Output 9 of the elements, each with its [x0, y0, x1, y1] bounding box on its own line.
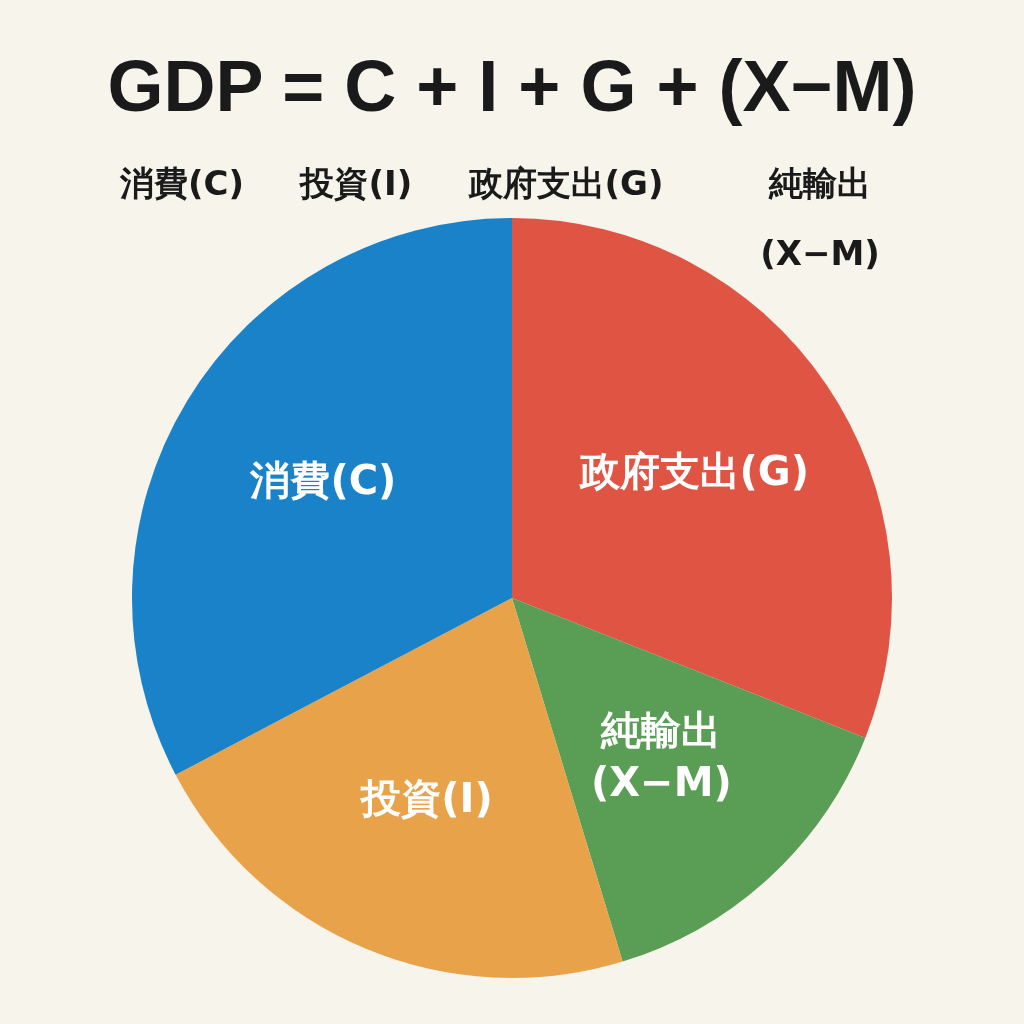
text: 純輸出(X−M): [759, 162, 881, 275]
slice-label: 政府支出(G): [578, 447, 809, 494]
slice-label: 投資(I): [359, 774, 493, 821]
slice-label: 純輸出(X−M): [590, 707, 732, 806]
chart-title: GDP = C + I + G + (X−M): [106, 45, 918, 127]
slice-label: 消費(C): [249, 457, 397, 504]
text: 投資(I): [300, 162, 413, 205]
text: 消費(C): [120, 162, 245, 205]
text: 政府支出(G): [468, 162, 664, 205]
